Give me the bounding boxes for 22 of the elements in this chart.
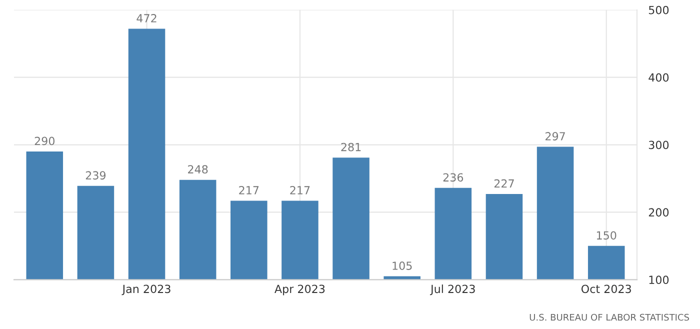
data-label: 150 — [596, 231, 616, 240]
data-label: 239 — [86, 171, 106, 180]
data-label: 290 — [34, 136, 55, 146]
x-tick-label: Oct 2023 — [581, 284, 631, 294]
data-label: 227 — [494, 179, 514, 188]
y-tick-label: 100 — [649, 276, 669, 284]
data-label: 236 — [443, 173, 464, 182]
data-label: 217 — [290, 186, 310, 194]
y-tick-label: 200 — [648, 208, 669, 217]
y-tick-label: 300 — [648, 140, 669, 150]
data-label: 105 — [392, 262, 412, 270]
x-tick-label: Jul 2023 — [430, 284, 475, 296]
data-label: 281 — [341, 142, 361, 152]
data-label: 472 — [136, 14, 156, 22]
x-tick-label: Jan 2023 — [122, 284, 170, 296]
data-label: 217 — [239, 186, 259, 194]
data-label: 248 — [188, 165, 208, 174]
y-tick-label: 400 — [648, 73, 669, 82]
y-tick-label: 500 — [648, 6, 669, 14]
data-label: 297 — [546, 132, 565, 140]
text: U.S. BUREAU OF LABOR STATISTICS — [530, 314, 689, 321]
x-tick-label: Apr 2023 — [274, 284, 325, 296]
